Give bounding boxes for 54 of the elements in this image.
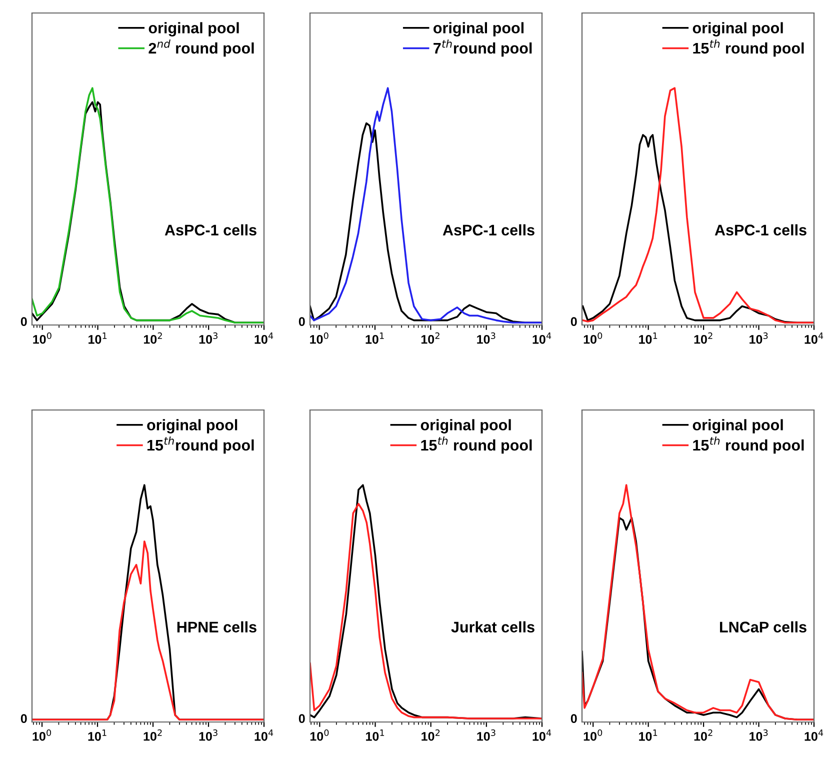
annotation: AsPC-1 cells [714,224,806,236]
text: 0 [570,317,577,326]
x-tick-label: 10$^{2}$ [421,332,440,344]
legend-label: 15$^{th}$ round pool [693,436,804,454]
legend-label: 15$^{th}$ round pool [693,40,804,57]
annotation: AsPC-1 cells [442,224,534,236]
x-tick-label: 10$^{3}$ [199,332,218,344]
text: 0 [20,317,27,326]
x-tick-label: 10$^{1}$ [88,332,107,344]
x-tick-label: 10$^{0}$ [310,729,329,741]
x-tick-label: 10$^{2}$ [694,332,712,344]
x-tick-label: 10$^{3}$ [750,332,768,344]
legend-label: original pool [692,419,783,434]
legend-label: 7$^{th}$round pool [434,40,532,57]
text: 0 [298,714,305,724]
x-tick-label: 10$^{3}$ [199,729,218,741]
legend-label: original pool [420,419,511,434]
x-tick-label: 10$^{3}$ [750,729,768,741]
x-tick-label: 10$^{0}$ [584,332,602,344]
x-tick-label: 10$^{4}$ [254,332,274,344]
x-tick-label: 10$^{1}$ [88,730,106,741]
x-tick-label: 10$^{4}$ [804,332,824,344]
x-tick-label: 10$^{4}$ [254,730,274,741]
text: 0 [298,317,305,326]
x-tick-label: 10$^{2}$ [694,729,712,741]
legend-label: original pool [434,22,524,36]
legend-label: original pool [148,22,239,36]
x-tick-label: 10$^{0}$ [310,332,328,344]
x-tick-label: 10$^{3}$ [477,729,496,741]
annotation: AsPC-1 cells [164,224,256,236]
legend-label: 2$^{nd}$ round pool [148,40,254,57]
x-tick-label: 10$^{3}$ [477,332,496,344]
legend-label: 15$^{th}$round pool [147,436,254,454]
x-tick-label: 10$^{4}$ [532,332,552,344]
x-tick-label: 10$^{2}$ [144,729,162,741]
x-tick-label: 10$^{1}$ [639,730,658,741]
legend-label: original pool [147,419,238,434]
x-tick-label: 10$^{0}$ [33,332,52,344]
annotation: LNCaP cells [720,621,806,632]
legend-label: 15$^{th}$ round pool [421,436,532,454]
x-tick-label: 10$^{2}$ [422,729,440,741]
x-tick-label: 10$^{0}$ [584,729,602,741]
x-tick-label: 10$^{4}$ [804,730,824,741]
x-tick-label: 10$^{4}$ [532,730,552,741]
legend-label: original pool [692,22,783,36]
x-tick-label: 10$^{0}$ [32,729,52,741]
x-tick-label: 10$^{1}$ [366,730,384,741]
x-tick-label: 10$^{1}$ [639,332,658,344]
annotation: HPNE cells [177,621,256,632]
text: 0 [570,714,577,724]
annotation: Jurkat cells [451,621,534,632]
x-tick-label: 10$^{1}$ [366,332,384,344]
x-tick-label: 10$^{2}$ [144,332,162,344]
text: 0 [20,714,27,724]
